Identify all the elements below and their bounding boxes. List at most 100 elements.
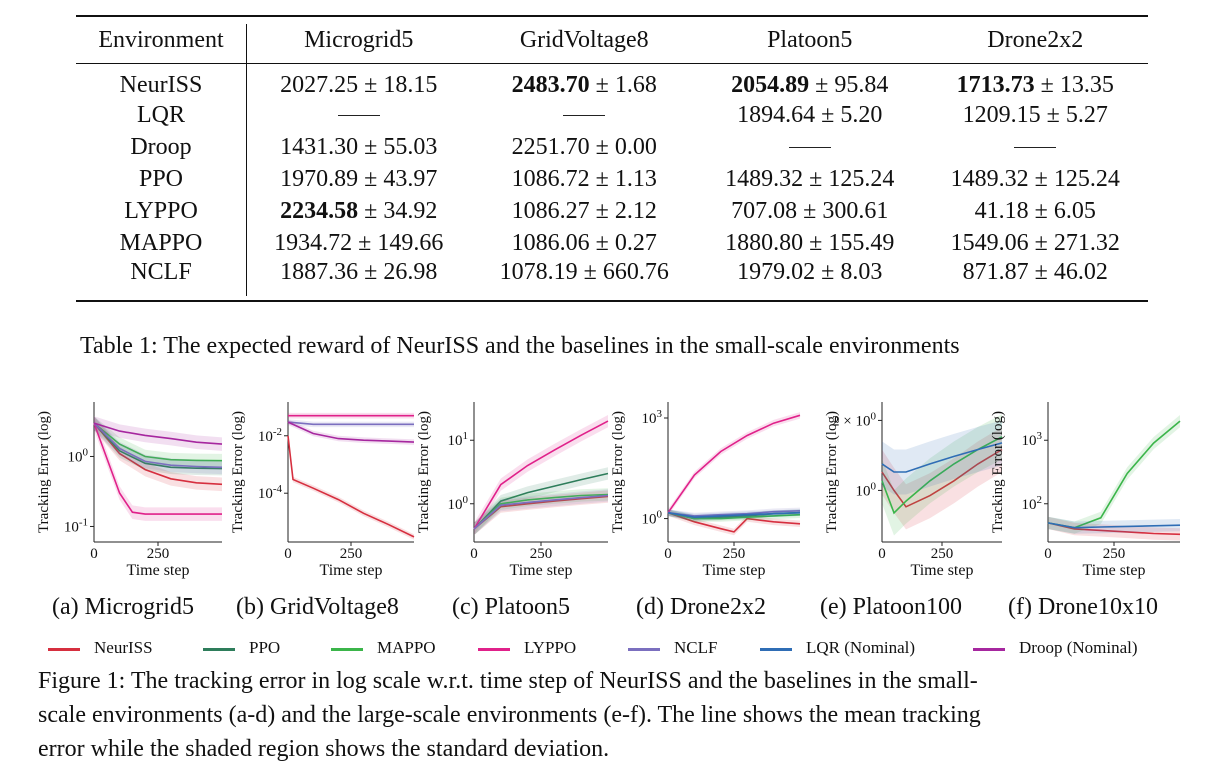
table-cell: 2251.70 ± 0.00	[511, 133, 657, 160]
series-band	[288, 419, 414, 445]
cell-std: 2.12	[614, 197, 657, 224]
table-top-rule	[76, 15, 1148, 17]
series-band	[668, 412, 800, 516]
table-cell: 1209.15 ± 5.27	[962, 101, 1108, 128]
cell-mean: 1431.30	[280, 133, 359, 160]
cell-std: 300.61	[822, 197, 889, 224]
y-tick-label: 100	[68, 446, 89, 465]
series-line	[473, 494, 609, 530]
table-cell: 1934.72 ± 149.66	[274, 229, 444, 256]
series-line	[667, 510, 801, 517]
x-tick-label: 250	[723, 546, 746, 562]
table-cell-dash	[563, 115, 606, 117]
cell-std: 125.24	[1053, 165, 1120, 192]
y-tick-label: 103	[1022, 430, 1043, 449]
table-header-platoon5: Platoon5	[767, 26, 853, 53]
series-line	[93, 422, 223, 469]
cell-mean: 1894.64	[737, 101, 816, 128]
cell-mean: 2234.58	[280, 197, 359, 224]
cell-std: 125.24	[828, 165, 895, 192]
figure-legend: NeurISS PPO MAPPO LYPPO NCLF LQR (Nominal) Dro…	[48, 638, 1198, 660]
x-tick-label: 0	[470, 546, 478, 562]
y-tick-label: 2 × 100	[832, 410, 876, 429]
series-line	[1047, 522, 1181, 536]
series-band	[474, 467, 608, 536]
cell-mean: 1086.27	[511, 197, 590, 224]
series-band	[94, 416, 222, 521]
series-band	[474, 488, 608, 536]
y-tick-label: 100	[642, 509, 663, 528]
table-cell-environment: LQR	[137, 101, 185, 128]
cell-mean: 1880.80	[725, 229, 804, 256]
table-header-gridvoltage8: GridVoltage8	[519, 26, 649, 53]
series-line	[93, 422, 223, 470]
x-tick-label: 250	[147, 546, 170, 562]
table-cell-dash	[1014, 147, 1057, 149]
series-band	[474, 490, 608, 536]
cell-mean: 1086.72	[511, 165, 590, 192]
table-cell	[923, 131, 1149, 163]
legend-label: PPO	[249, 638, 281, 657]
series-line	[667, 414, 801, 514]
cell-std: 46.02	[1053, 259, 1108, 285]
legend-swatch	[628, 648, 660, 651]
series-band	[1048, 415, 1180, 534]
cell-mean: 1209.15	[962, 101, 1041, 128]
table-cell: 41.18 ± 6.05	[974, 197, 1096, 224]
y-tick-label: 10-2	[258, 426, 282, 445]
table-cell: 1086.72 ± 1.13	[511, 165, 657, 192]
table-header-microgrid5: Microgrid5	[304, 26, 414, 53]
x-tick-label: 250	[340, 546, 363, 562]
y-tick-label: 100	[448, 494, 469, 513]
y-axis-label: Tracking Error (log)	[824, 411, 840, 533]
table-caption: Table 1: The expected reward of NeurISS …	[80, 333, 960, 359]
y-tick-label: 100	[856, 480, 877, 499]
table-cell: 1086.06 ± 0.27	[511, 229, 657, 256]
subcaption-b: (b) GridVoltage8	[236, 594, 399, 620]
series-line	[881, 442, 1003, 473]
table-row: PPO 1970.89 ± 43.97 1086.72 ± 1.13 1489.32 …	[76, 163, 1148, 195]
cell-mean: 1078.19	[499, 259, 578, 285]
table-bottom-rule	[76, 300, 1148, 302]
legend-label: NeurISS	[94, 638, 153, 657]
cell-mean: 871.87	[962, 259, 1029, 285]
legend-label: NCLF	[674, 638, 718, 657]
series-line	[93, 422, 223, 445]
table-cell	[472, 99, 698, 131]
table-cell: 1880.80 ± 155.49	[725, 229, 895, 256]
series-band	[288, 419, 414, 428]
cell-std: 18.15	[383, 72, 438, 98]
table-cell-dash	[788, 147, 831, 149]
series-line	[1047, 522, 1181, 529]
table-cell-environment: PPO	[138, 165, 184, 192]
x-tick-label: 0	[1044, 546, 1052, 562]
y-axis-label: Tracking Error (log)	[610, 411, 626, 533]
table-cell: 1489.32 ± 125.24	[950, 165, 1120, 192]
series-line	[667, 511, 801, 520]
series-band	[94, 416, 222, 476]
cell-std: 1.68	[614, 72, 657, 98]
table-column-divider	[246, 24, 247, 296]
table-cell: 1894.64 ± 5.20	[737, 101, 883, 128]
table-cell: 1086.27 ± 2.12	[511, 197, 657, 224]
series-band	[1048, 516, 1180, 541]
legend-swatch	[760, 648, 792, 651]
table-cell: 2483.70 ± 1.68	[511, 72, 657, 98]
table-cell: 2027.25 ± 18.15	[280, 72, 438, 98]
cell-std: 6.05	[1053, 197, 1096, 224]
series-band	[882, 420, 1002, 495]
cell-std: 8.03	[840, 259, 883, 285]
legend-swatch	[478, 648, 510, 651]
cell-std: 271.32	[1053, 229, 1120, 256]
series-band	[474, 415, 608, 536]
table-cell-environment: NeurISS	[119, 72, 203, 98]
cell-mean: 2054.89	[731, 72, 810, 98]
x-tick-label: 250	[1103, 546, 1126, 562]
legend-swatch	[48, 648, 80, 651]
table-header-row: Environment Microgrid5 GridVoltage8 Plat…	[76, 16, 1148, 64]
series-line	[473, 493, 609, 530]
series-band	[94, 416, 222, 451]
series-line	[93, 422, 223, 462]
series-line	[287, 421, 414, 426]
